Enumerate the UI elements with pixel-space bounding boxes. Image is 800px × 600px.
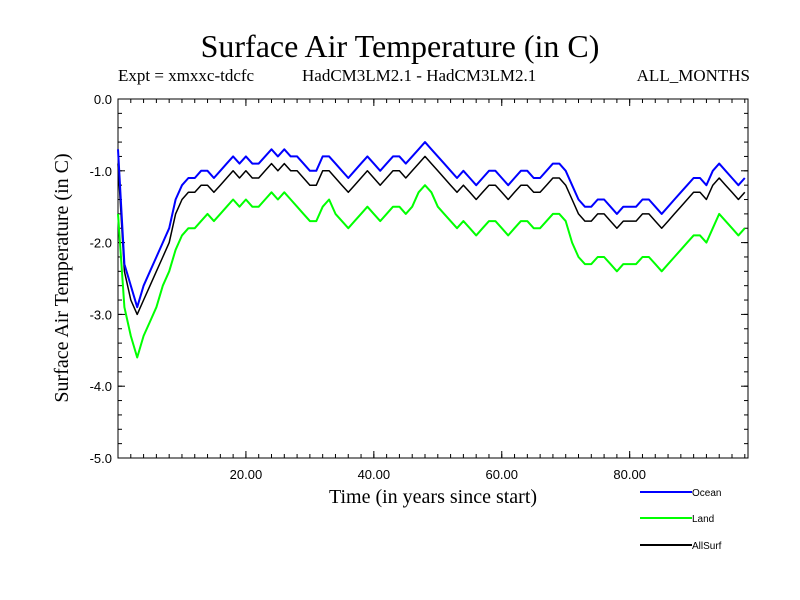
legend-label-land: Land: [692, 514, 714, 525]
legend-label-ocean: Ocean: [692, 488, 721, 499]
series-line-ocean: [117, 141, 746, 309]
x-axis-label: Time (in years since start): [329, 486, 537, 508]
y-tick-label: -2.0: [90, 236, 112, 251]
legend: Ocean Land AllSurf: [640, 488, 722, 552]
legend-label-allsurf: AllSurf: [692, 541, 722, 552]
x-tick-label: 80.00: [613, 467, 646, 482]
x-tick-label: 20.00: [230, 467, 263, 482]
experiment-label: Expt = xmxxc-tdcfc: [118, 66, 255, 85]
x-tick-label: 60.00: [485, 467, 518, 482]
series-lines: [117, 141, 746, 359]
plot-frame: [117, 98, 749, 459]
chart-title: Surface Air Temperature (in C): [200, 28, 600, 64]
series-line-land: [117, 184, 746, 359]
y-tick-label: -3.0: [90, 307, 112, 322]
series-line-allsurf: [117, 155, 746, 316]
months-label: ALL_MONTHS: [636, 66, 750, 85]
y-tick-label: 0.0: [94, 92, 112, 107]
y-tick-label: -5.0: [90, 451, 112, 466]
y-tick-label: -1.0: [90, 164, 112, 179]
models-label: HadCM3LM2.1 - HadCM3LM2.1: [302, 66, 537, 85]
y-axis-label: Surface Air Temperature (in C): [51, 153, 73, 402]
x-tick-label: 40.00: [358, 467, 391, 482]
axis-ticks: 0.0 -1.0 -2.0 -3.0 -4.0 -5.0 20.00 40.00 60.00 80…: [90, 92, 748, 482]
y-tick-label: -4.0: [90, 379, 112, 394]
